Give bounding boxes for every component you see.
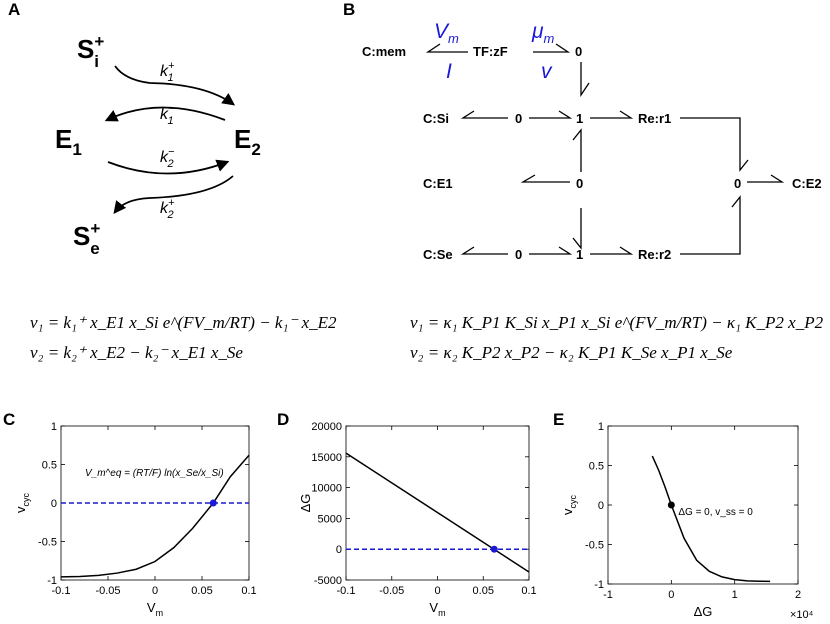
x-axis-label: ΔG [694,604,713,619]
node-re-r2: Re:r2 [638,247,671,262]
equation-left-v2: v₂ = k₂⁺ x_E2 − k₂⁻ x_E1 x_Se [30,343,243,362]
arrow-k1-forward [114,65,236,106]
curve-series [60,454,250,578]
y-tick-label: 0 [336,544,342,556]
label-v: v [541,60,553,83]
node-zero-top: 0 [575,44,582,59]
node-zero-si: 0 [515,111,522,126]
y-tick-label: -0.5 [38,537,57,549]
x-tick-label: 0.05 [473,585,494,597]
x-tick-label: -0.1 [52,585,71,597]
node-zero-e1: 0 [576,176,583,191]
y-tick-label: 0 [598,500,604,512]
y-tick-label: 10000 [311,483,342,495]
rate-k2-plus: k+ 2 [160,197,175,221]
node-c-se: C:Se [423,247,453,262]
node-c-mem: C:mem [362,44,406,59]
x-tick-label: 0 [434,585,440,597]
curve-series [345,452,530,573]
y-tick-label: -1 [594,579,604,591]
panel-label-e: E [553,410,565,429]
panel-label-a: A [8,0,21,19]
x-tick-label: -0.05 [379,585,404,597]
rate-k2-minus: k− 2 [160,146,175,170]
equilibrium-point [667,501,675,509]
x-axis-label-sub: m [156,608,164,618]
x-tick-label: -1 [603,589,613,601]
bonds [425,43,785,255]
bond-graph: C:mem TF:zF 0 C:Si 0 1 Re:r1 C:E1 0 0 C:… [362,20,822,262]
annotation-vm-eq: V_m^eq = (RT/F) ln(x_Se/x_Si) [85,468,224,479]
y-tick-label: 0 [51,498,57,510]
plot-frame [607,425,799,585]
y-axis-label: vcyc [13,493,31,514]
species-e1: E1 [55,124,82,159]
node-tf: TF:zF [473,44,508,59]
node-one-bottom: 1 [576,247,583,262]
y-tick-label: 0.5 [589,461,604,473]
panel-label-b: B [343,0,356,19]
node-one-top: 1 [576,111,583,126]
x-tick-label: 0.05 [191,585,212,597]
node-re-r1: Re:r1 [638,111,671,126]
arrow-k2-backward [113,175,234,214]
x-axis-label-sub: m [438,608,446,618]
x-tick-label: -0.1 [337,585,356,597]
x-tick-label: 0.1 [241,585,256,597]
species-se: S+ e [73,219,100,258]
x-tick-label: 0.1 [521,585,536,597]
chart-c: -0.1 -0.05 0 0.05 0.1 1 0.5 0 -0.5 -1 Vm vcyc V_m^eq… [13,421,257,618]
curve-series [651,455,771,583]
y-tick-label: 15000 [311,452,342,464]
arrow-k1-backward [104,106,226,122]
x-axis-label: Vm [429,600,445,618]
equation-right-v2: v₂ = κ₂ K_P2 x_P2 − κ₂ K_P1 K_Se x_P1 x_… [410,343,733,362]
node-zero-se: 0 [515,247,522,262]
x-tick-label: 0 [152,585,158,597]
x-tick-label: 1 [732,589,738,601]
y-tick-label: -1 [47,575,57,587]
label-mu: μm [531,20,555,46]
node-c-e1: C:E1 [423,176,453,191]
x-multiplier: ×10⁴ [790,609,814,621]
equilibrium-point [209,499,217,507]
y-tick-label: -0.5 [585,540,604,552]
y-tick-label: 1 [51,421,57,433]
label-i: I [446,60,452,83]
equation-right-v1: v₁ = κ₁ K_P1 K_Si x_P1 x_Si e^(FV_m/RT) … [410,313,824,332]
annotation-dg-zero: ΔG = 0, v_ss = 0 [678,507,753,518]
arrow-k2-forward [107,159,230,175]
y-tick-label: 0.5 [42,460,57,472]
x-axis-label: Vm [147,600,163,618]
y-tick-label: 5000 [318,513,342,525]
node-c-si: C:Si [423,111,449,126]
chart-e: -1 0 1 2 1 0.5 0 -0.5 -1 ΔG vcyc ×10⁴ ΔG = 0, v_ss =… [560,421,814,621]
x-tick-label: -0.05 [95,585,120,597]
reaction-scheme: S+ i E1 E2 S+ e k+ 1 k− 1 k− 2 k+ 2 [55,32,261,258]
label-vm: Vm [434,20,459,46]
panel-label-c: C [3,410,16,429]
y-tick-label: 20000 [311,421,342,433]
node-c-e2: C:E2 [792,176,822,191]
y-tick-label: 1 [598,421,604,433]
y-tick-label: -5000 [314,575,342,587]
panel-label-d: D [277,410,290,429]
species-e2: E2 [234,124,261,159]
x-tick-label: 0 [668,589,674,601]
x-tick-label: 2 [795,589,801,601]
y-axis-label: vcyc [560,495,578,516]
y-axis-label-sub: cyc [568,495,578,509]
node-zero-right: 0 [734,176,741,191]
rate-k1-minus: k− 1 [160,103,175,127]
y-axis-label: ΔG [298,494,313,513]
rate-k1-plus: k+ 1 [160,60,175,84]
equation-left-v1: v₁ = k₁⁺ x_E1 x_Si e^(FV_m/RT) − k₁⁻ x_E… [30,313,337,332]
chart-d: -0.1 -0.05 0 0.05 0.1 20000 15000 10000 5000 0 -50… [298,421,537,618]
equilibrium-point [490,545,498,553]
plot-frame [345,425,530,581]
species-si: S+ i [77,32,104,71]
y-axis-label-sub: cyc [21,493,31,507]
